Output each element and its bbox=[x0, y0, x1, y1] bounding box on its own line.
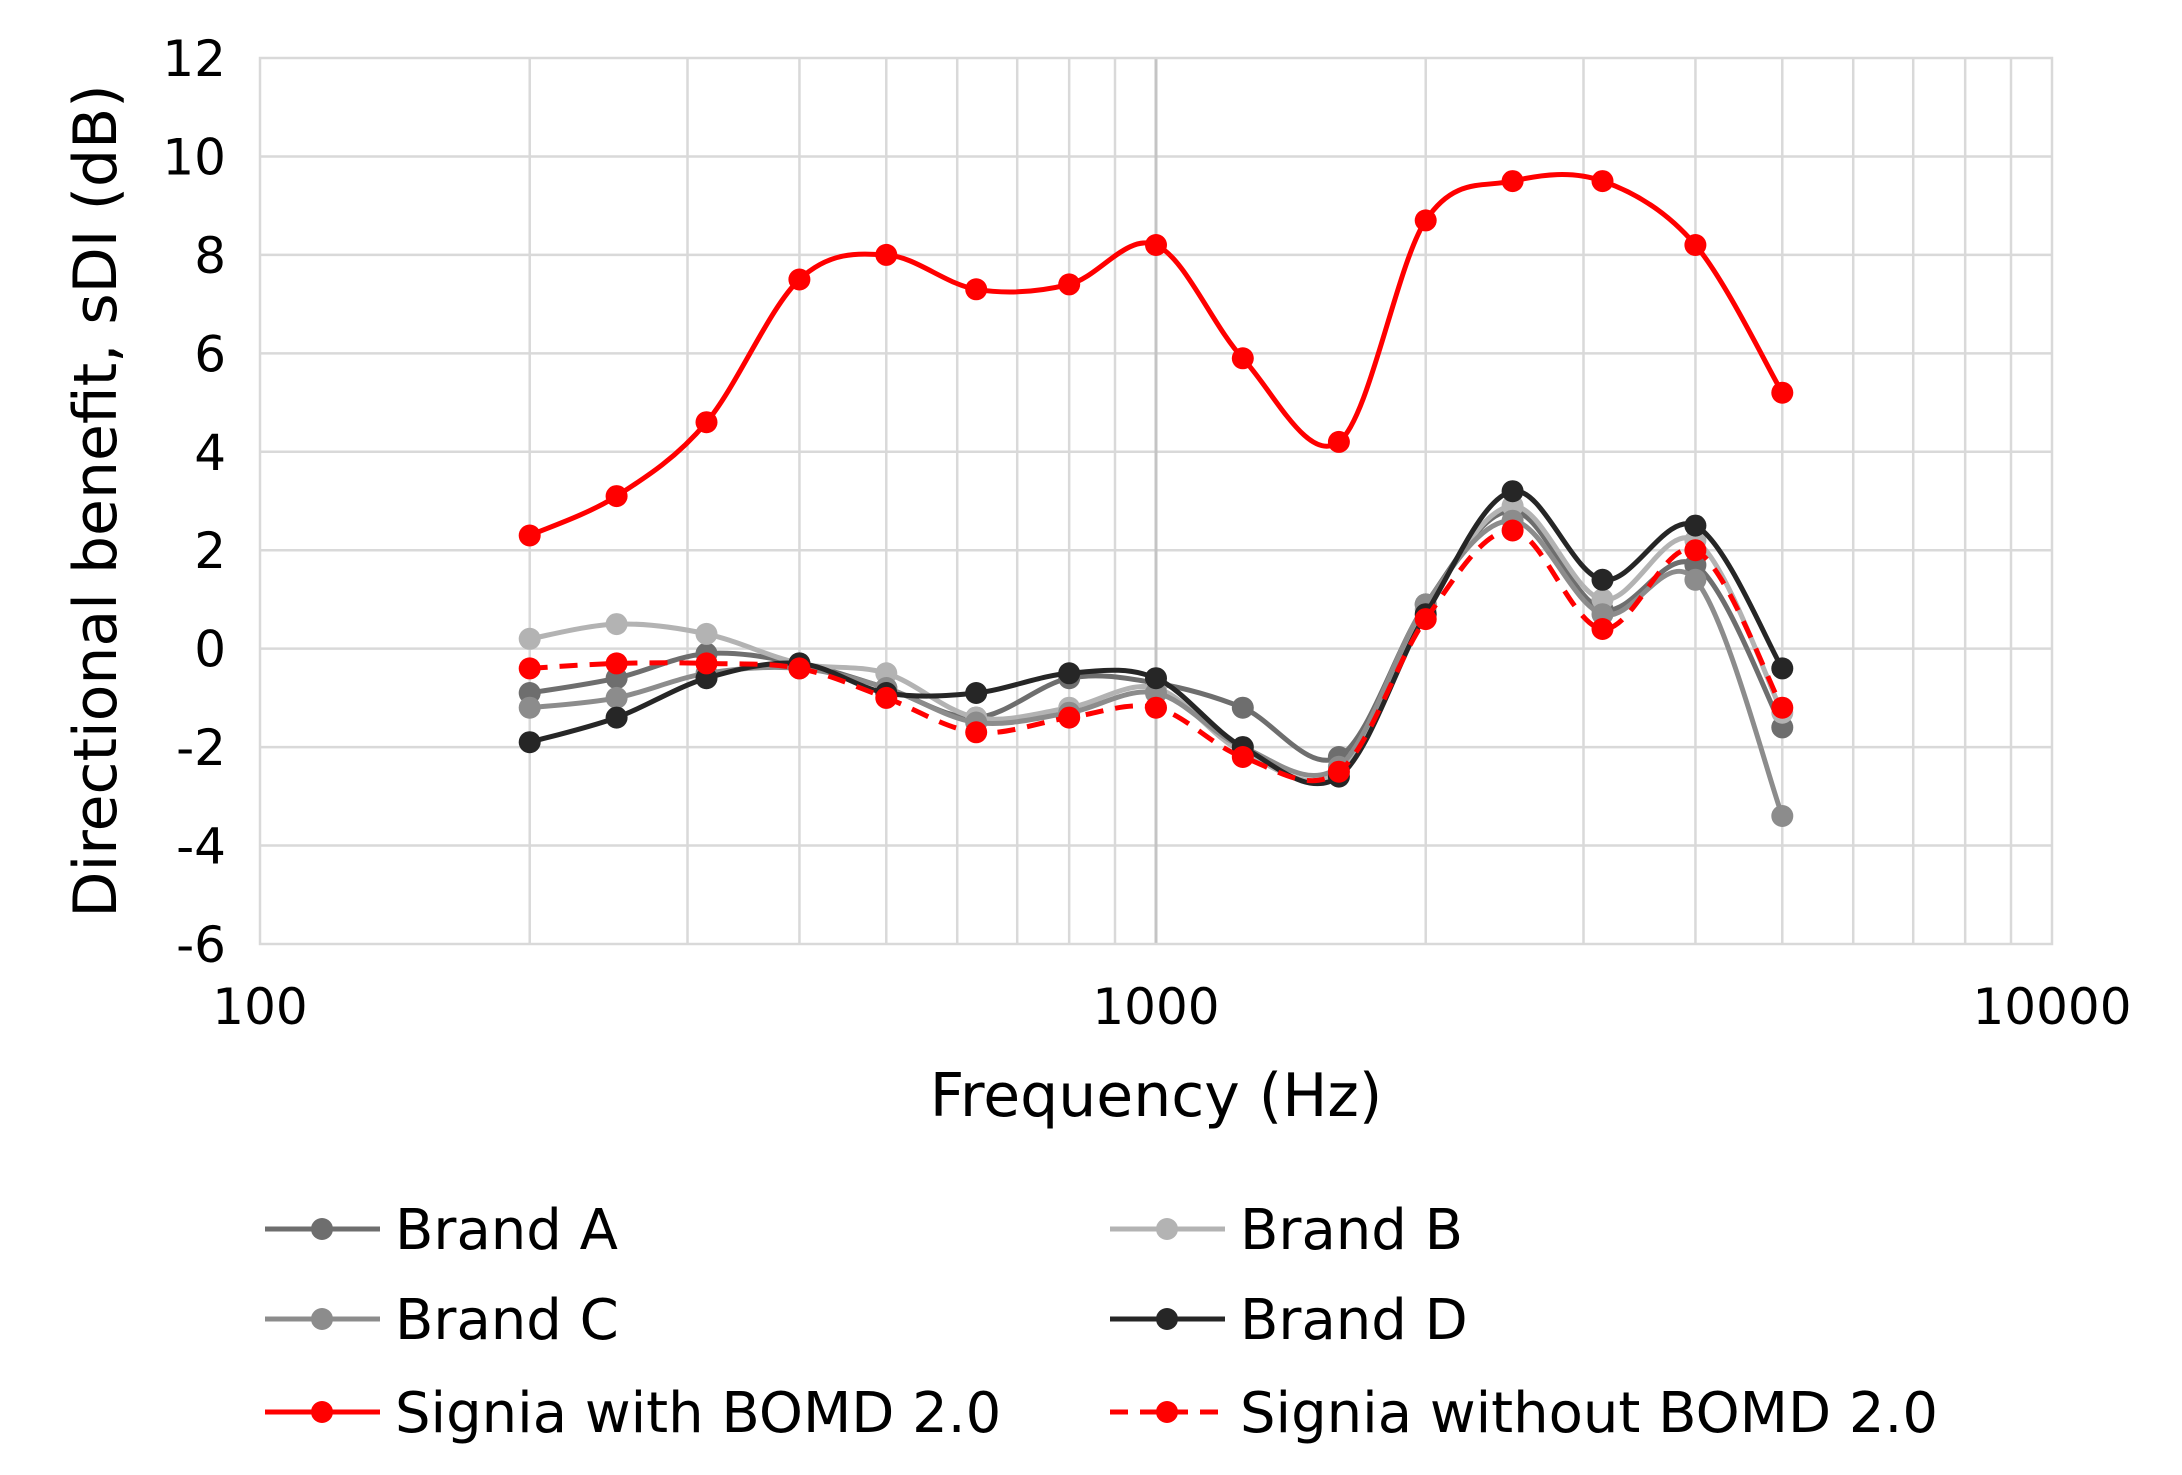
data-point bbox=[1231, 696, 1254, 719]
series-group bbox=[518, 170, 1794, 827]
data-point bbox=[1058, 706, 1081, 729]
data-point bbox=[1501, 519, 1524, 542]
data-point bbox=[1771, 696, 1794, 719]
x-tick-label: 100 bbox=[212, 978, 307, 1036]
y-tick-label: 12 bbox=[162, 30, 226, 88]
legend-label: Signia without BOMD 2.0 bbox=[1240, 1381, 1938, 1446]
series-line bbox=[527, 172, 1785, 538]
y-axis-title: Directional benefit, sDI (dB) bbox=[61, 84, 131, 917]
legend-swatch-marker bbox=[311, 1308, 333, 1330]
data-point bbox=[965, 682, 988, 704]
legend-swatch-marker bbox=[311, 1218, 333, 1240]
data-point bbox=[695, 652, 718, 675]
data-point bbox=[1771, 657, 1794, 680]
y-tick-label: -6 bbox=[176, 916, 226, 974]
data-point bbox=[518, 696, 541, 719]
data-point bbox=[518, 627, 541, 650]
legend-item: Brand A bbox=[265, 1198, 618, 1263]
y-tick-label: 4 bbox=[194, 424, 226, 482]
data-point bbox=[518, 731, 541, 754]
data-point bbox=[1327, 760, 1350, 783]
y-tick-label: -2 bbox=[176, 719, 226, 777]
y-tick-label: 10 bbox=[162, 128, 226, 186]
data-point bbox=[965, 721, 988, 744]
legend-item: Brand D bbox=[1110, 1288, 1468, 1353]
data-point bbox=[1414, 209, 1437, 232]
data-point bbox=[695, 622, 718, 645]
data-point bbox=[965, 278, 988, 301]
data-point bbox=[1591, 618, 1614, 640]
data-point bbox=[1501, 170, 1524, 193]
legend-label: Brand C bbox=[395, 1288, 619, 1353]
y-axis-ticks: 12 10 8 6 4 2 0 -2 -4 -6 bbox=[162, 30, 226, 974]
data-point bbox=[788, 268, 811, 291]
y-tick-label: -4 bbox=[176, 818, 226, 876]
data-point bbox=[1231, 347, 1254, 370]
data-point bbox=[1327, 430, 1350, 453]
x-axis-title: Frequency (Hz) bbox=[930, 1061, 1382, 1131]
data-point bbox=[605, 686, 628, 709]
legend-label: Signia with BOMD 2.0 bbox=[395, 1381, 1001, 1446]
data-point bbox=[1145, 234, 1167, 256]
legend-swatch-marker bbox=[311, 1401, 333, 1423]
legend-label: Brand D bbox=[1240, 1288, 1468, 1353]
y-tick-label: 2 bbox=[194, 522, 226, 580]
series-signia-with-bomd-2-0 bbox=[518, 170, 1794, 547]
data-point bbox=[1771, 381, 1794, 404]
grid-lines bbox=[260, 58, 2052, 944]
data-point bbox=[1684, 234, 1707, 256]
y-tick-label: 0 bbox=[194, 621, 226, 679]
plot-area bbox=[258, 56, 2054, 946]
y-tick-label: 6 bbox=[194, 325, 226, 383]
y-tick-label: 8 bbox=[194, 227, 226, 285]
data-point bbox=[1145, 696, 1167, 719]
data-point bbox=[605, 652, 628, 675]
data-point bbox=[1591, 568, 1614, 591]
data-point bbox=[1771, 805, 1794, 827]
legend: Brand A Brand B Brand C Brand D Signia with … bbox=[265, 1198, 1938, 1446]
legend-item: Brand B bbox=[1110, 1198, 1463, 1263]
series-signia-without-bomd-2-0 bbox=[518, 519, 1794, 784]
data-point bbox=[695, 411, 718, 434]
data-point bbox=[788, 657, 811, 680]
data-point bbox=[875, 243, 898, 266]
legend-item: Signia without BOMD 2.0 bbox=[1110, 1381, 1938, 1446]
data-point bbox=[605, 613, 628, 636]
data-point bbox=[1414, 608, 1437, 631]
data-point bbox=[1501, 480, 1524, 503]
data-point bbox=[605, 485, 628, 508]
legend-item: Signia with BOMD 2.0 bbox=[265, 1381, 1001, 1446]
x-axis-ticks: 100 1000 10000 bbox=[212, 978, 2131, 1036]
legend-swatch-marker bbox=[1156, 1308, 1178, 1330]
legend-swatch-marker bbox=[1156, 1218, 1178, 1240]
data-point bbox=[1145, 667, 1167, 690]
data-point bbox=[1684, 514, 1707, 537]
data-point bbox=[518, 524, 541, 547]
legend-item: Brand C bbox=[265, 1288, 619, 1353]
legend-swatch-marker bbox=[1156, 1401, 1178, 1423]
x-tick-label: 10000 bbox=[1972, 978, 2131, 1036]
data-point bbox=[605, 706, 628, 729]
data-point bbox=[518, 657, 541, 680]
data-point bbox=[1591, 170, 1614, 193]
data-point bbox=[1684, 568, 1707, 591]
data-point bbox=[1231, 746, 1254, 768]
legend-label: Brand B bbox=[1240, 1198, 1463, 1263]
data-point bbox=[875, 686, 898, 709]
data-point bbox=[1684, 539, 1707, 562]
data-point bbox=[1058, 273, 1081, 296]
data-point bbox=[1058, 662, 1081, 685]
legend-label: Brand A bbox=[395, 1198, 618, 1263]
x-tick-label: 1000 bbox=[1092, 978, 1219, 1036]
